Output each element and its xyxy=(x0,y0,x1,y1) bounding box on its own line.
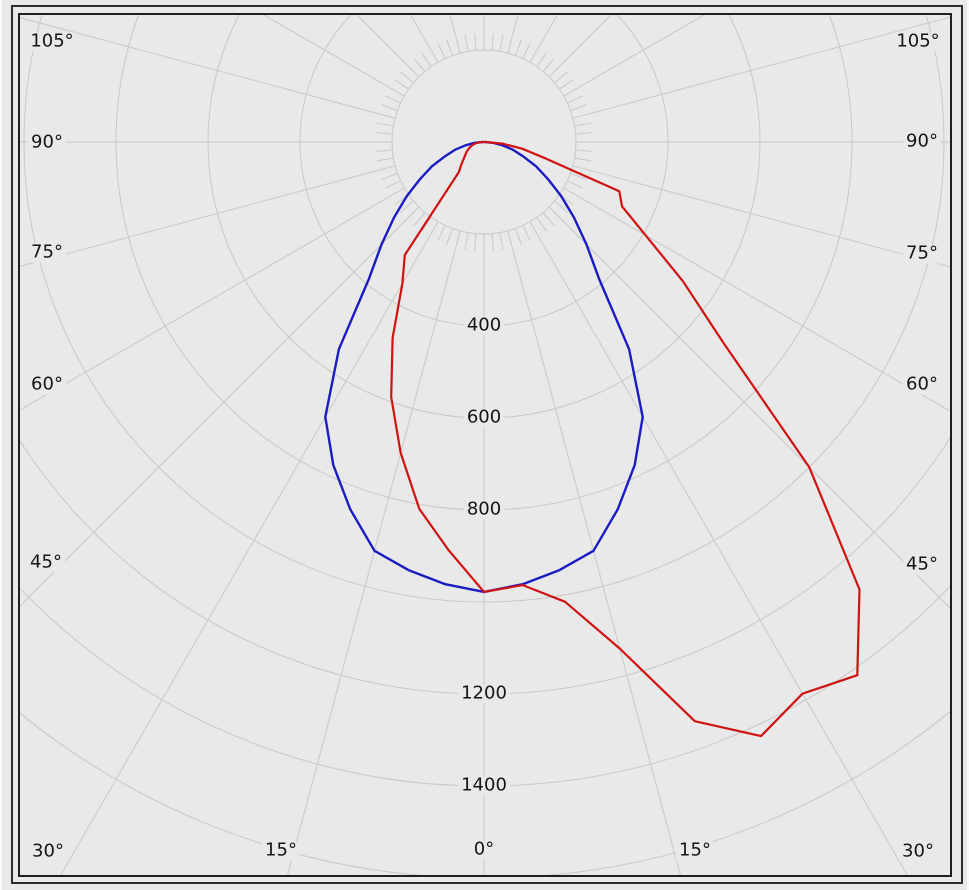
grid-tick-215 xyxy=(421,52,432,67)
grid-circle-1600 xyxy=(20,710,950,875)
grid-tick-245 xyxy=(384,95,401,104)
grid-tick-80 xyxy=(574,157,592,162)
grid-tick-35 xyxy=(536,217,547,232)
grid-tick-280 xyxy=(376,157,394,162)
grid-tick-265 xyxy=(375,132,393,135)
grid-tick-5 xyxy=(491,233,494,251)
grid-ray-105 xyxy=(572,16,950,119)
grid-tick-40 xyxy=(542,212,555,226)
grid-tick-220 xyxy=(413,58,426,72)
grid-tick-325 xyxy=(421,217,432,232)
grid-tick-170 xyxy=(499,34,504,52)
grid-tick-155 xyxy=(522,42,531,59)
grid-ray-30 xyxy=(529,221,908,875)
grid-tick-130 xyxy=(554,71,568,84)
grid-tick-95 xyxy=(575,132,593,135)
grid-circle-1400 xyxy=(20,585,950,787)
grid-ray-315 xyxy=(20,206,420,607)
grid-tick-355 xyxy=(474,233,477,251)
grid-tick-335 xyxy=(437,225,446,242)
grid-ray-225 xyxy=(356,15,420,78)
grid-tick-205 xyxy=(437,42,446,59)
grid-tick-140 xyxy=(542,58,555,72)
window-edge-highlight-right xyxy=(967,0,969,890)
grid-tick-160 xyxy=(515,39,522,56)
window-edge-highlight-left xyxy=(0,0,2,890)
grid-tick-250 xyxy=(381,104,398,111)
grid-tick-190 xyxy=(464,34,469,52)
grid-tick-200 xyxy=(446,39,453,56)
grid-tick-275 xyxy=(375,149,393,152)
grid-ray-15 xyxy=(507,230,681,875)
grid-ray-150 xyxy=(529,15,558,63)
outer-frame xyxy=(11,5,963,884)
grid-tick-100 xyxy=(574,122,592,127)
grid-tick-70 xyxy=(570,173,587,180)
grid-tick-145 xyxy=(536,52,547,67)
grid-ray-75 xyxy=(572,165,950,268)
grid-tick-10 xyxy=(499,232,504,250)
grid-ray-330 xyxy=(60,221,439,875)
grid-tick-85 xyxy=(575,149,593,152)
polar-grid-svg xyxy=(20,15,950,875)
red-curve xyxy=(390,140,861,738)
grid-tick-320 xyxy=(413,212,426,226)
grid-tick-125 xyxy=(559,79,574,90)
grid-ray-210 xyxy=(410,15,439,63)
grid-ray-345 xyxy=(287,230,461,875)
grid-tick-115 xyxy=(567,95,584,104)
grid-tick-340 xyxy=(446,228,453,245)
grid-tick-20 xyxy=(515,228,522,245)
grid-tick-175 xyxy=(491,33,494,51)
grid-ray-285 xyxy=(20,165,396,267)
grid-tick-65 xyxy=(567,180,584,189)
grid-tick-295 xyxy=(384,180,401,189)
grid-ray-240 xyxy=(263,15,405,97)
grid-tick-350 xyxy=(464,232,469,250)
grid-ray-255 xyxy=(20,17,396,119)
grid-tick-185 xyxy=(474,33,477,51)
grid-tick-290 xyxy=(381,173,398,180)
grid-ray-45 xyxy=(548,206,950,609)
polar-chart xyxy=(18,13,952,877)
grid-tick-310 xyxy=(400,200,414,213)
grid-tick-230 xyxy=(400,71,414,84)
grid-ray-120 xyxy=(563,15,705,97)
grid-tick-235 xyxy=(394,79,409,90)
grid-tick-260 xyxy=(376,122,394,127)
grid-tick-110 xyxy=(570,104,587,111)
grid-tick-25 xyxy=(522,225,531,242)
grid-tick-50 xyxy=(554,200,568,213)
